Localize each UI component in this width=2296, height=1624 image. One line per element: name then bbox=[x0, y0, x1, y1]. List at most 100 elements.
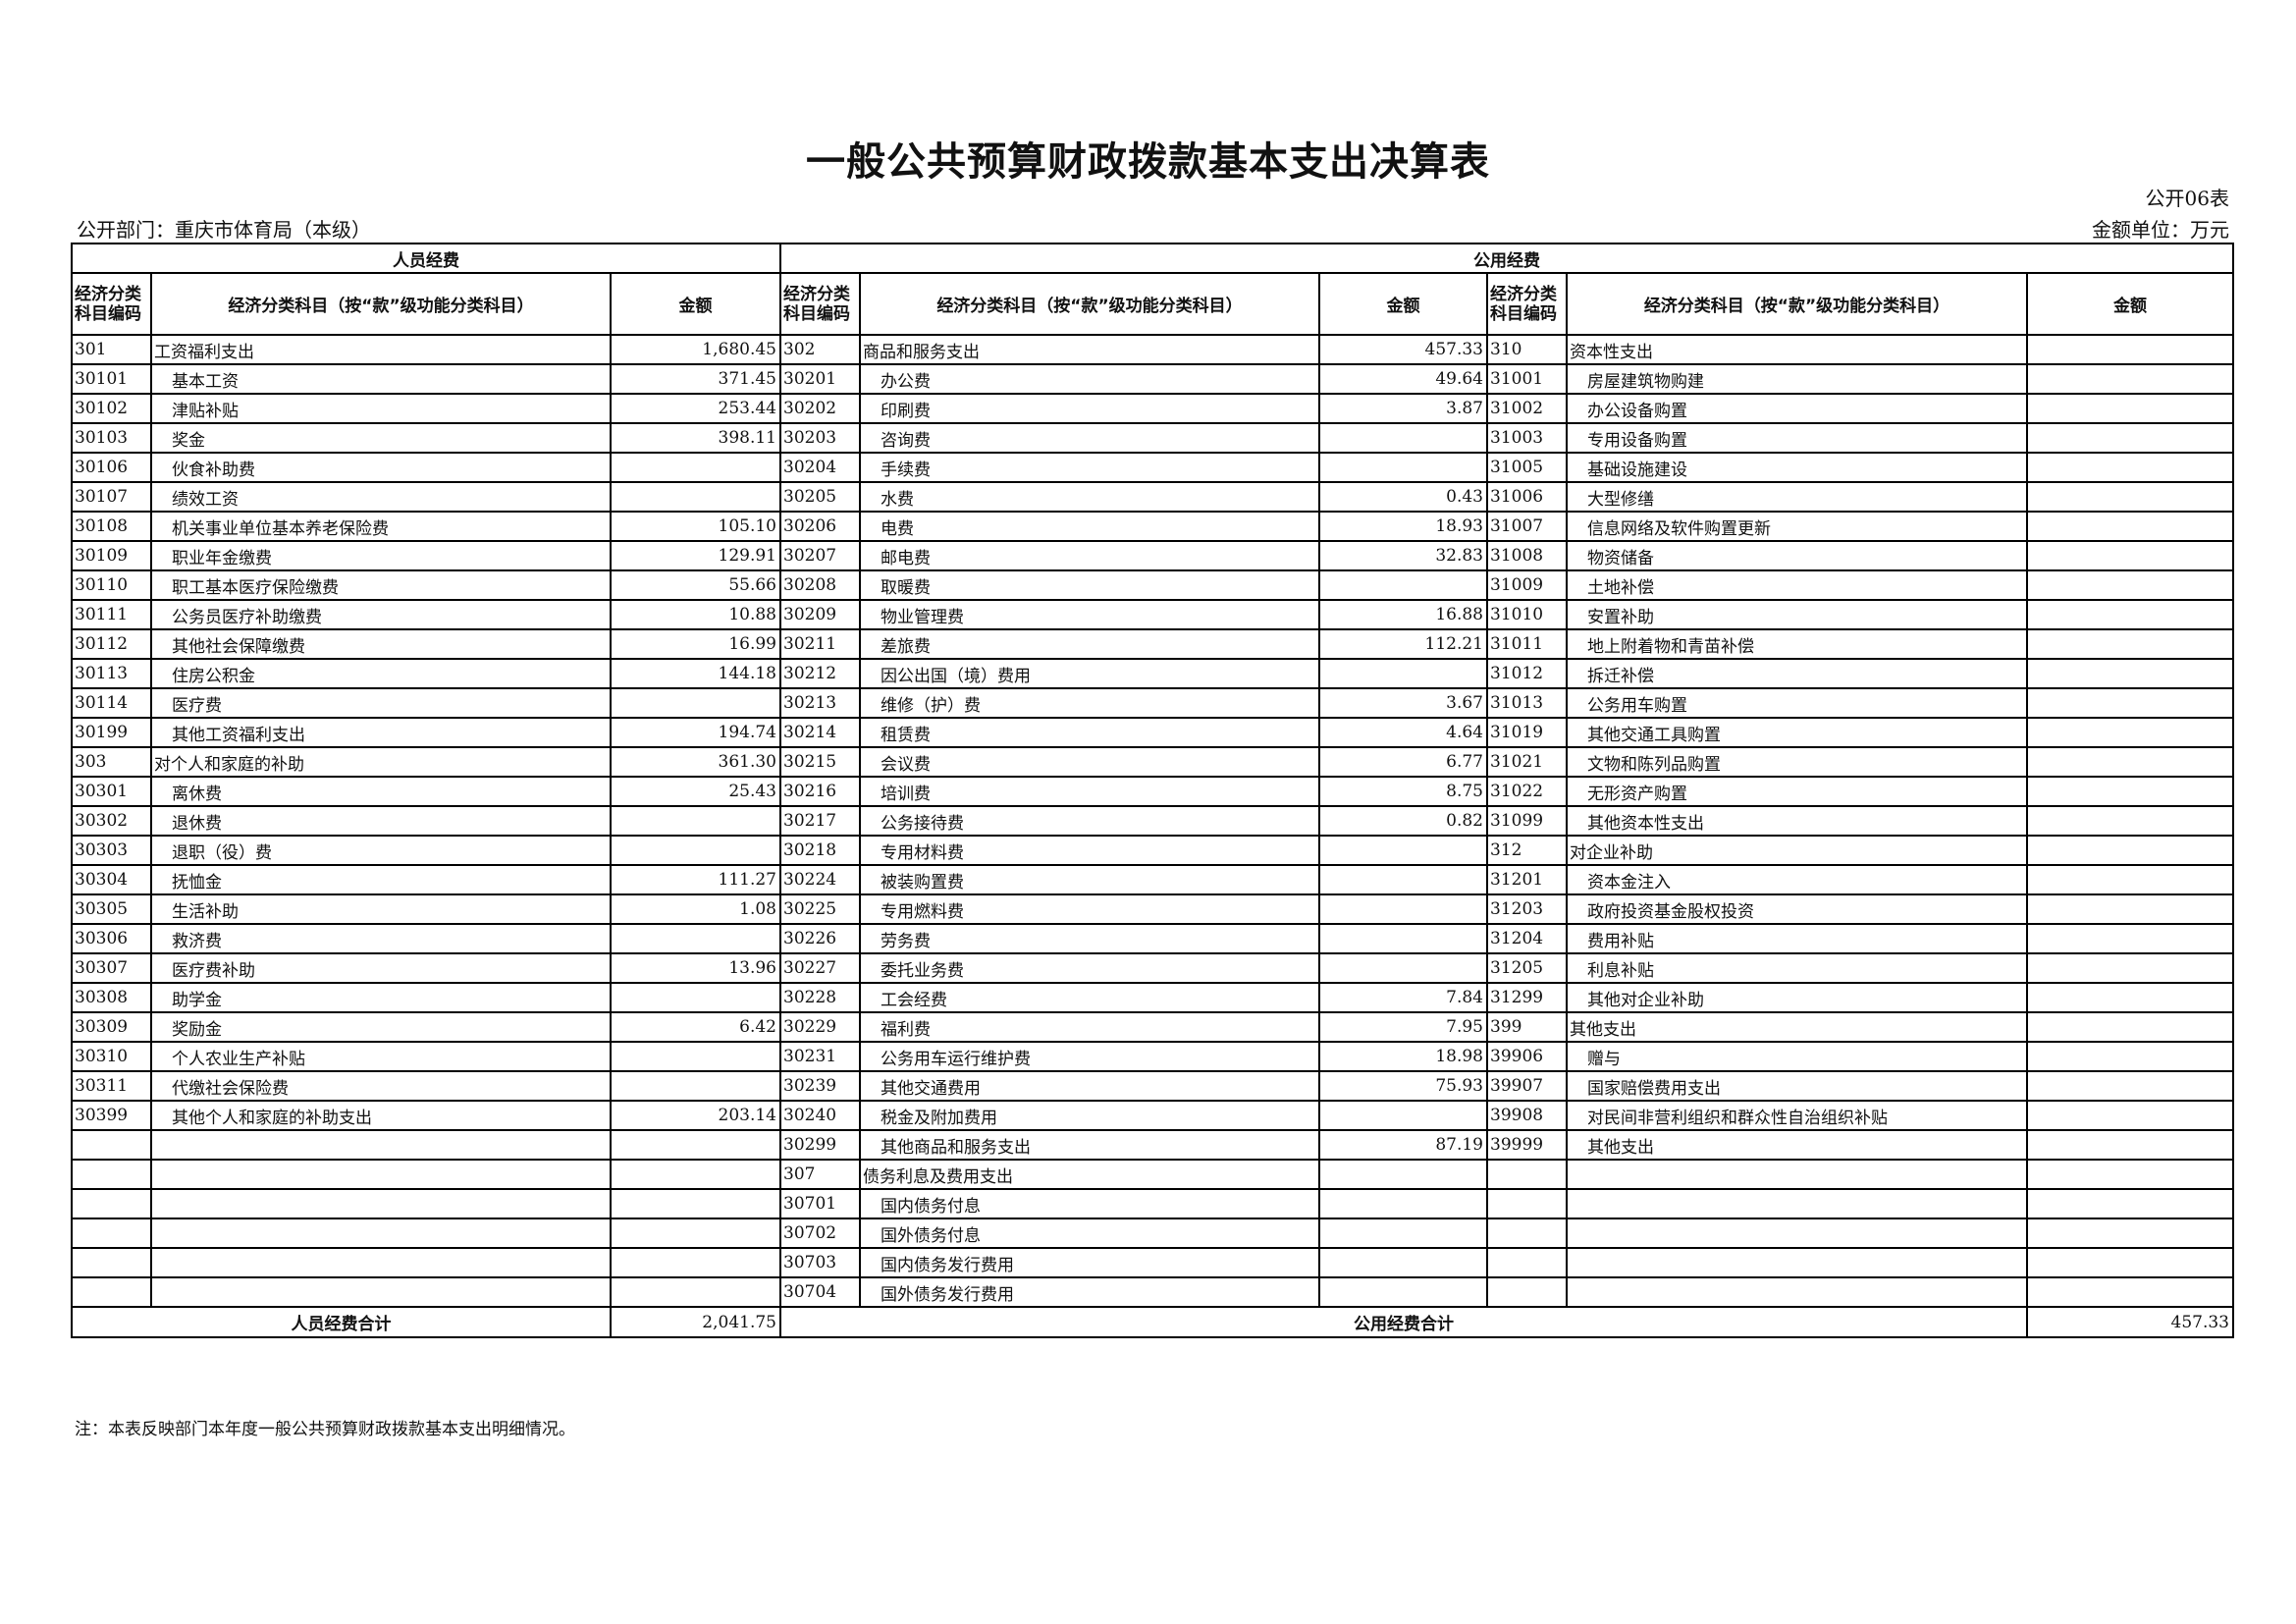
capital-item-cell: 安置补助 bbox=[1566, 599, 2028, 630]
table-row: 30299 其他商品和服务支出 87.19 39999 其他支出 bbox=[71, 1129, 2234, 1161]
capital-amount-cell bbox=[2026, 1011, 2234, 1043]
totals-row: 人员经费合计 2,041.75 公用经费合计 457.33 bbox=[71, 1306, 2234, 1338]
personnel-code-cell bbox=[71, 1218, 152, 1249]
table-row: 301 工资福利支出 1,680.45 302 商品和服务支出 457.33 310 资本性支… bbox=[71, 334, 2234, 365]
personnel-amount-cell bbox=[610, 835, 781, 866]
capital-code-cell: 31299 bbox=[1486, 982, 1568, 1013]
capital-item-cell bbox=[1566, 1276, 2028, 1308]
goods-services-amount-cell: 49.64 bbox=[1318, 363, 1488, 395]
capital-code-cell bbox=[1486, 1159, 1568, 1190]
goods-services-item-cell: 办公费 bbox=[859, 363, 1320, 395]
personnel-code-cell: 301 bbox=[71, 334, 152, 365]
goods-services-amount-cell: 3.87 bbox=[1318, 393, 1488, 424]
personnel-code-cell: 30306 bbox=[71, 923, 152, 954]
capital-amount-cell bbox=[2026, 422, 2234, 454]
goods-services-item-cell: 工会经费 bbox=[859, 982, 1320, 1013]
personnel-code-cell: 30103 bbox=[71, 422, 152, 454]
personnel-item-cell: 医疗费补助 bbox=[150, 952, 612, 984]
goods-services-code-cell: 30240 bbox=[779, 1100, 861, 1131]
capital-code-cell: 31003 bbox=[1486, 422, 1568, 454]
goods-services-code-cell: 30231 bbox=[779, 1041, 861, 1072]
goods-services-item-cell: 水费 bbox=[859, 481, 1320, 513]
personnel-item-cell: 退休费 bbox=[150, 805, 612, 837]
personnel-item-cell: 津贴补贴 bbox=[150, 393, 612, 424]
goods-services-amount-cell bbox=[1318, 864, 1488, 895]
capital-item-cell: 费用补贴 bbox=[1566, 923, 2028, 954]
capital-amount-cell bbox=[2026, 776, 2234, 807]
personnel-item-cell: 奖金 bbox=[150, 422, 612, 454]
personnel-item-cell: 对个人和家庭的补助 bbox=[150, 746, 612, 778]
goods-services-amount-cell: 7.95 bbox=[1318, 1011, 1488, 1043]
goods-services-item-cell: 国外债务发行费用 bbox=[859, 1276, 1320, 1308]
capital-item-cell: 其他支出 bbox=[1566, 1129, 2028, 1161]
goods-services-item-cell: 邮电费 bbox=[859, 540, 1320, 571]
personnel-code-cell: 30304 bbox=[71, 864, 152, 895]
personnel-item-cell bbox=[150, 1218, 612, 1249]
table-row: 30110 职工基本医疗保险缴费 55.66 30208 取暖费 31009 土地补偿 bbox=[71, 569, 2234, 601]
personnel-amount-cell bbox=[610, 481, 781, 513]
capital-item-cell: 其他资本性支出 bbox=[1566, 805, 2028, 837]
goods-services-amount-cell bbox=[1318, 893, 1488, 925]
capital-amount-cell bbox=[2026, 1159, 2234, 1190]
capital-code-cell: 31022 bbox=[1486, 776, 1568, 807]
personnel-section-header: 人员经费 bbox=[71, 243, 781, 274]
personnel-code-cell: 30310 bbox=[71, 1041, 152, 1072]
amount-unit-label: 金额单位：万元 bbox=[2092, 218, 2229, 242]
personnel-item-cell: 基本工资 bbox=[150, 363, 612, 395]
goods-services-code-cell: 30207 bbox=[779, 540, 861, 571]
capital-amount-cell bbox=[2026, 599, 2234, 630]
goods-services-code-cell: 307 bbox=[779, 1159, 861, 1190]
capital-amount-cell bbox=[2026, 1218, 2234, 1249]
goods-services-amount-cell bbox=[1318, 422, 1488, 454]
goods-services-item-cell: 咨询费 bbox=[859, 422, 1320, 454]
capital-amount-cell bbox=[2026, 893, 2234, 925]
personnel-amount-cell: 371.45 bbox=[610, 363, 781, 395]
table-row: 30111 公务员医疗补助缴费 10.88 30209 物业管理费 16.88 31010 安… bbox=[71, 599, 2234, 630]
goods-services-item-cell: 国内债务付息 bbox=[859, 1188, 1320, 1219]
capital-amount-cell bbox=[2026, 923, 2234, 954]
personnel-code-cell: 30199 bbox=[71, 717, 152, 748]
goods-services-item-cell: 专用材料费 bbox=[859, 835, 1320, 866]
goods-services-code-cell: 30702 bbox=[779, 1218, 861, 1249]
personnel-code-cell: 30112 bbox=[71, 628, 152, 660]
table-row: 30199 其他工资福利支出 194.74 30214 租赁费 4.64 31019 其他交通… bbox=[71, 717, 2234, 748]
goods-services-amount-cell: 8.75 bbox=[1318, 776, 1488, 807]
goods-services-amount-cell: 32.83 bbox=[1318, 540, 1488, 571]
personnel-item-cell bbox=[150, 1159, 612, 1190]
goods-services-code-cell: 30225 bbox=[779, 893, 861, 925]
capital-amount-cell bbox=[2026, 658, 2234, 689]
table-row: 30399 其他个人和家庭的补助支出 203.14 30240 税金及附加费用 39908… bbox=[71, 1100, 2234, 1131]
personnel-amount-cell: 105.10 bbox=[610, 511, 781, 542]
table-row: 30113 住房公积金 144.18 30212 因公出国（境）费用 31012 拆迁补偿 bbox=[71, 658, 2234, 689]
goods-services-item-cell: 取暖费 bbox=[859, 569, 1320, 601]
table-row: 30102 津贴补贴 253.44 30202 印刷费 3.87 31002 办公设备购置 bbox=[71, 393, 2234, 424]
personnel-item-cell: 其他个人和家庭的补助支出 bbox=[150, 1100, 612, 1131]
goods-services-item-cell: 物业管理费 bbox=[859, 599, 1320, 630]
personnel-amount-cell bbox=[610, 805, 781, 837]
goods-services-code-cell: 30217 bbox=[779, 805, 861, 837]
personnel-item-cell bbox=[150, 1188, 612, 1219]
personnel-code-cell: 30399 bbox=[71, 1100, 152, 1131]
table-row: 30304 抚恤金 111.27 30224 被装购置费 31201 资本金注入 bbox=[71, 864, 2234, 895]
goods-services-code-cell: 30216 bbox=[779, 776, 861, 807]
personnel-code-cell: 30302 bbox=[71, 805, 152, 837]
goods-services-amount-cell: 0.82 bbox=[1318, 805, 1488, 837]
goods-services-amount-cell: 112.21 bbox=[1318, 628, 1488, 660]
capital-code-cell bbox=[1486, 1276, 1568, 1308]
capital-amount-cell bbox=[2026, 511, 2234, 542]
capital-code-cell: 31008 bbox=[1486, 540, 1568, 571]
goods-services-item-cell: 公务用车运行维护费 bbox=[859, 1041, 1320, 1072]
capital-amount-cell bbox=[2026, 1070, 2234, 1102]
goods-services-code-cell: 30206 bbox=[779, 511, 861, 542]
public-total-amount: 457.33 bbox=[2026, 1306, 2234, 1338]
capital-item-cell: 公务用车购置 bbox=[1566, 687, 2028, 719]
capital-item-cell: 土地补偿 bbox=[1566, 569, 2028, 601]
goods-services-amount-cell: 87.19 bbox=[1318, 1129, 1488, 1161]
capital-item-cell: 信息网络及软件购置更新 bbox=[1566, 511, 2028, 542]
table-row: 30311 代缴社会保险费 30239 其他交通费用 75.93 39907 国家赔偿费用支… bbox=[71, 1070, 2234, 1102]
capital-amount-cell bbox=[2026, 1100, 2234, 1131]
table-row: 303 对个人和家庭的补助 361.30 30215 会议费 6.77 31021 文物和陈列… bbox=[71, 746, 2234, 778]
table-row: 30303 退职（役）费 30218 专用材料费 312 对企业补助 bbox=[71, 835, 2234, 866]
personnel-amount-cell: 253.44 bbox=[610, 393, 781, 424]
goods-services-code-cell: 30215 bbox=[779, 746, 861, 778]
